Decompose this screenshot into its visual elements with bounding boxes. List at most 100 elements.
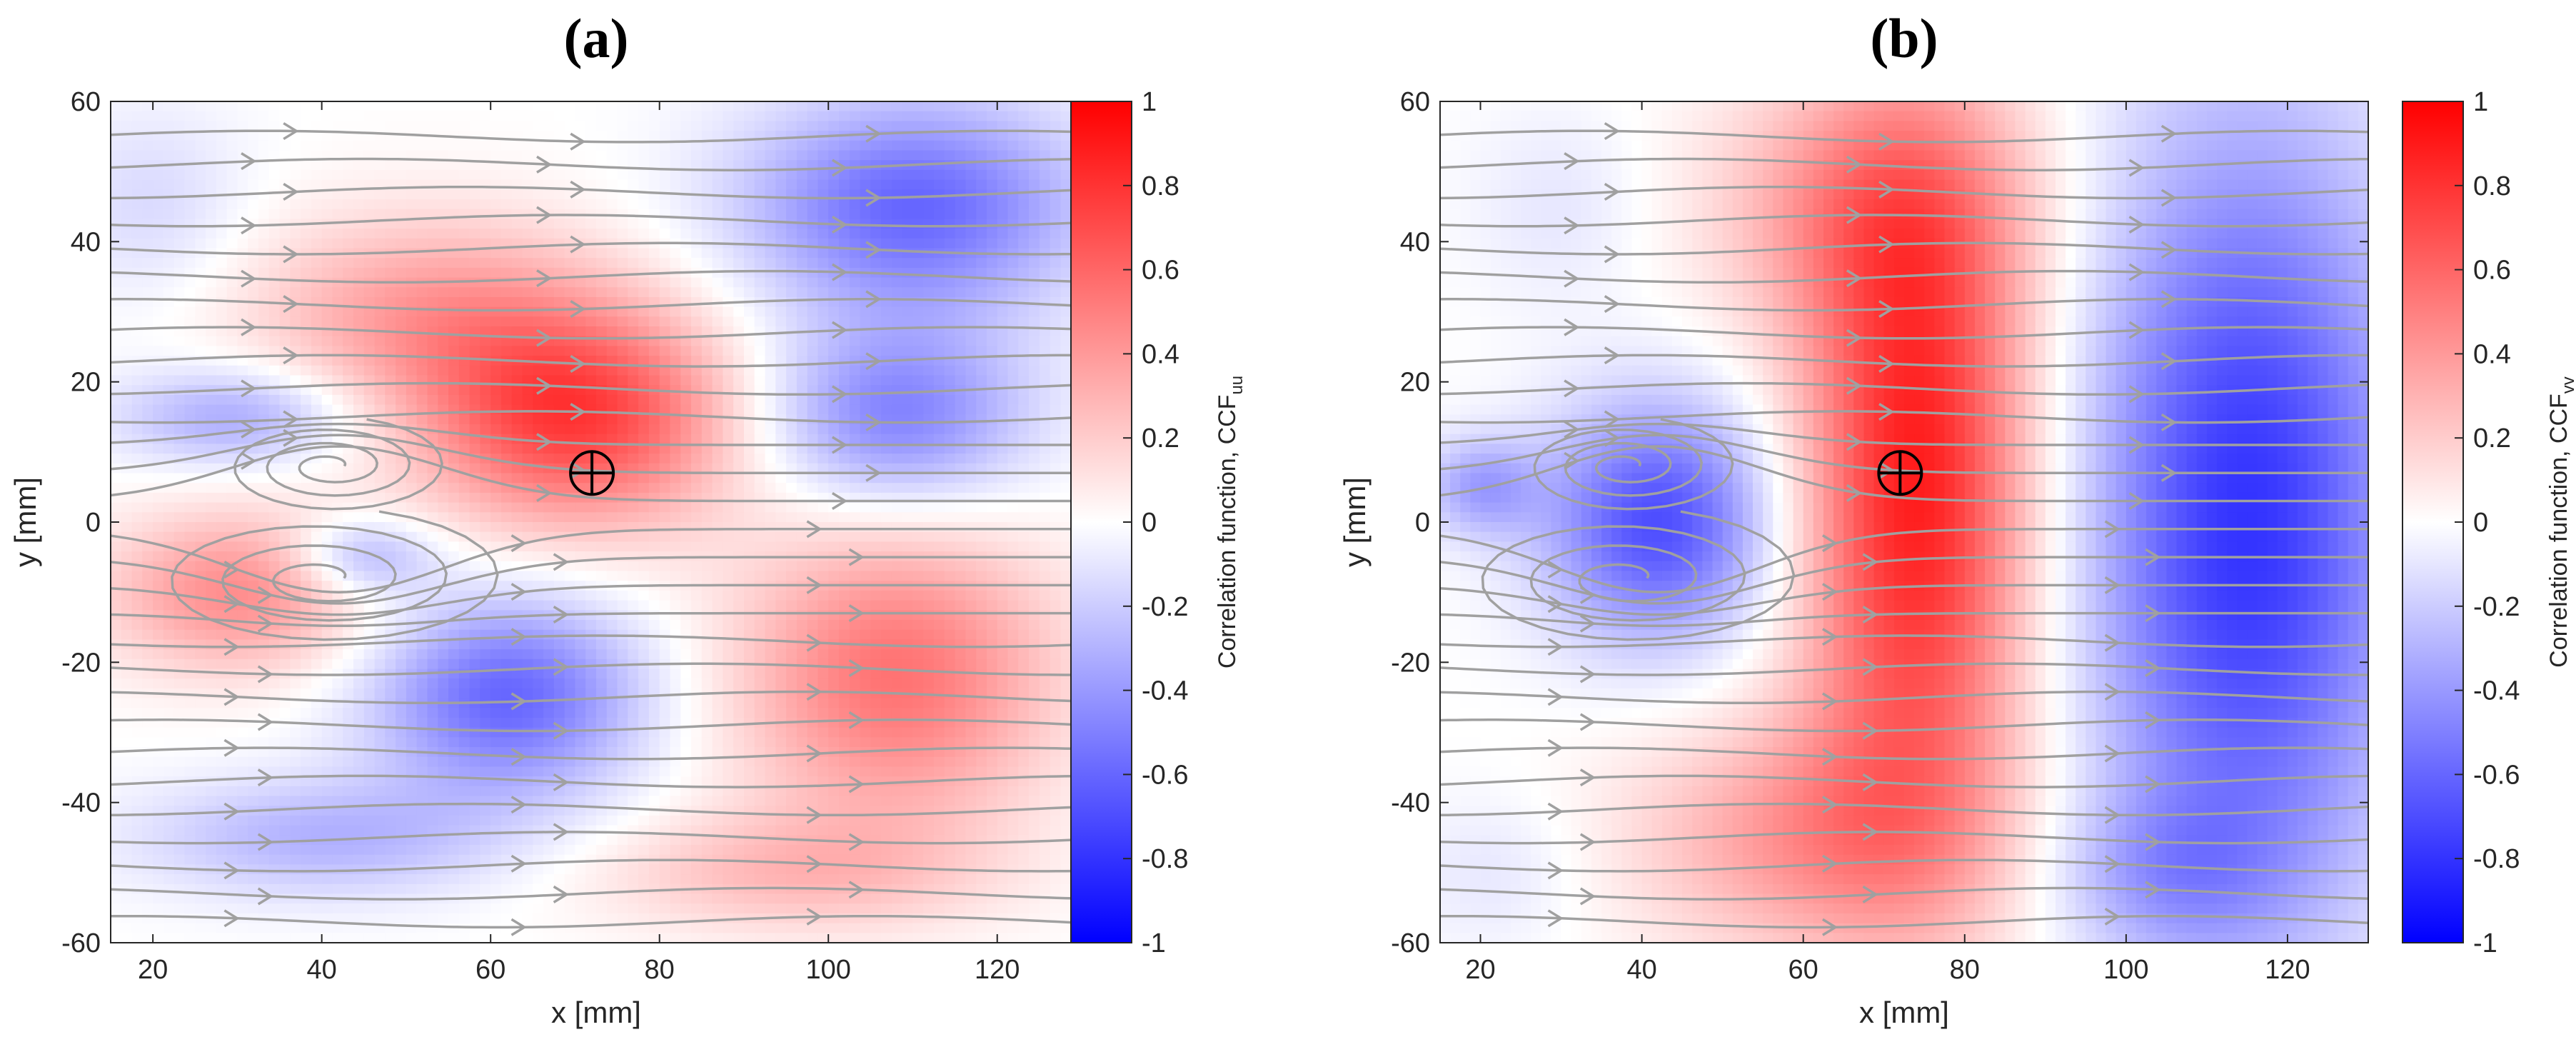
heatmap-cell bbox=[173, 385, 186, 396]
heatmap-cell bbox=[585, 825, 597, 836]
heatmap-cell bbox=[628, 434, 639, 445]
heatmap-cell bbox=[469, 306, 481, 318]
heatmap-cell bbox=[226, 131, 238, 141]
heatmap-cell bbox=[226, 483, 238, 494]
heatmap-cell bbox=[701, 620, 713, 631]
heatmap-cell bbox=[131, 796, 144, 806]
heatmap-cell bbox=[374, 796, 386, 806]
heatmap-cell bbox=[490, 893, 502, 904]
heatmap-cell bbox=[353, 385, 365, 396]
heatmap-cell bbox=[628, 306, 639, 318]
heatmap-cell bbox=[533, 864, 544, 875]
heatmap-cell bbox=[448, 140, 460, 151]
heatmap-cell bbox=[490, 708, 502, 718]
heatmap-cell bbox=[469, 160, 481, 171]
heatmap-cell bbox=[279, 737, 291, 748]
heatmap-cell bbox=[184, 854, 196, 866]
heatmap-cell bbox=[458, 756, 471, 768]
heatmap-cell bbox=[575, 121, 586, 131]
heatmap-cell bbox=[353, 766, 365, 777]
heatmap-cell bbox=[321, 796, 333, 806]
heatmap-cell bbox=[564, 522, 576, 533]
heatmap-cell bbox=[617, 835, 629, 846]
heatmap-cell bbox=[195, 277, 206, 289]
heatmap-cell bbox=[438, 639, 449, 650]
heatmap-cell bbox=[258, 854, 270, 866]
heatmap-cell bbox=[501, 306, 513, 318]
heatmap-cell bbox=[659, 727, 671, 738]
heatmap-cell bbox=[343, 297, 354, 308]
heatmap-cell bbox=[321, 463, 333, 474]
heatmap-cell bbox=[648, 375, 660, 386]
heatmap-cell bbox=[290, 454, 301, 464]
heatmap-cell bbox=[111, 209, 122, 220]
heatmap-cell bbox=[691, 463, 703, 474]
heatmap-cell bbox=[226, 551, 238, 562]
heatmap-cell bbox=[153, 727, 164, 738]
heatmap-cell bbox=[195, 806, 206, 816]
heatmap-cell bbox=[648, 326, 660, 337]
heatmap-cell bbox=[343, 287, 354, 298]
heatmap-cell bbox=[206, 522, 217, 533]
heatmap-cell bbox=[216, 766, 228, 777]
heatmap-cell bbox=[458, 541, 471, 552]
heatmap-cell bbox=[184, 923, 196, 934]
heatmap-cell bbox=[385, 678, 396, 689]
heatmap-cell bbox=[670, 649, 682, 660]
heatmap-cell bbox=[680, 561, 692, 572]
heatmap-cell bbox=[448, 786, 460, 797]
heatmap-cell bbox=[385, 189, 396, 200]
heatmap-cell bbox=[173, 483, 186, 494]
heatmap-cell bbox=[332, 658, 343, 670]
heatmap-cell bbox=[290, 658, 301, 670]
heatmap-cell bbox=[448, 874, 460, 885]
heatmap-cell bbox=[659, 454, 671, 464]
heatmap-cell bbox=[648, 737, 660, 748]
heatmap-cell bbox=[448, 815, 460, 826]
heatmap-cell bbox=[575, 883, 586, 895]
heatmap-cell bbox=[659, 375, 671, 386]
heatmap-cell bbox=[184, 502, 196, 514]
heatmap-cell bbox=[638, 796, 650, 806]
heatmap-cell bbox=[543, 864, 555, 875]
heatmap-cell bbox=[458, 629, 471, 641]
heatmap-cell bbox=[142, 209, 154, 220]
heatmap-cell bbox=[712, 375, 724, 386]
heatmap-cell bbox=[353, 913, 365, 924]
heatmap-cell bbox=[638, 727, 650, 738]
heatmap-cell bbox=[226, 874, 238, 885]
heatmap-cell bbox=[701, 356, 713, 366]
heatmap-cell bbox=[248, 581, 259, 591]
heatmap-cell bbox=[553, 708, 565, 718]
heatmap-cell bbox=[648, 316, 660, 327]
heatmap-cell bbox=[480, 336, 491, 347]
heatmap-cell bbox=[195, 140, 206, 151]
heatmap-cell bbox=[311, 658, 323, 670]
heatmap-cell bbox=[691, 199, 703, 210]
heatmap-cell bbox=[501, 815, 513, 826]
heatmap-cell bbox=[575, 424, 586, 435]
heatmap-cell bbox=[131, 473, 144, 484]
heatmap-cell bbox=[670, 316, 682, 327]
heatmap-cell bbox=[427, 492, 439, 504]
heatmap-cell bbox=[226, 815, 238, 826]
heatmap-cell bbox=[363, 316, 376, 327]
heatmap-cell bbox=[290, 531, 301, 543]
heatmap-cell bbox=[406, 346, 418, 356]
heatmap-cell bbox=[321, 238, 333, 249]
heatmap-cell bbox=[469, 365, 481, 376]
heatmap-cell bbox=[258, 111, 270, 122]
heatmap-cell bbox=[396, 718, 407, 728]
heatmap-cell bbox=[258, 541, 270, 552]
heatmap-cell bbox=[712, 639, 724, 650]
heatmap-cell bbox=[142, 169, 154, 181]
heatmap-cell bbox=[617, 434, 629, 445]
heatmap-cell bbox=[396, 101, 407, 112]
heatmap-cell bbox=[248, 179, 259, 191]
heatmap-cell bbox=[311, 678, 323, 689]
heatmap-cell bbox=[533, 933, 544, 943]
heatmap-cell bbox=[438, 189, 449, 200]
heatmap-cell bbox=[343, 776, 354, 787]
heatmap-cell bbox=[416, 561, 428, 572]
heatmap-cell bbox=[321, 688, 333, 699]
